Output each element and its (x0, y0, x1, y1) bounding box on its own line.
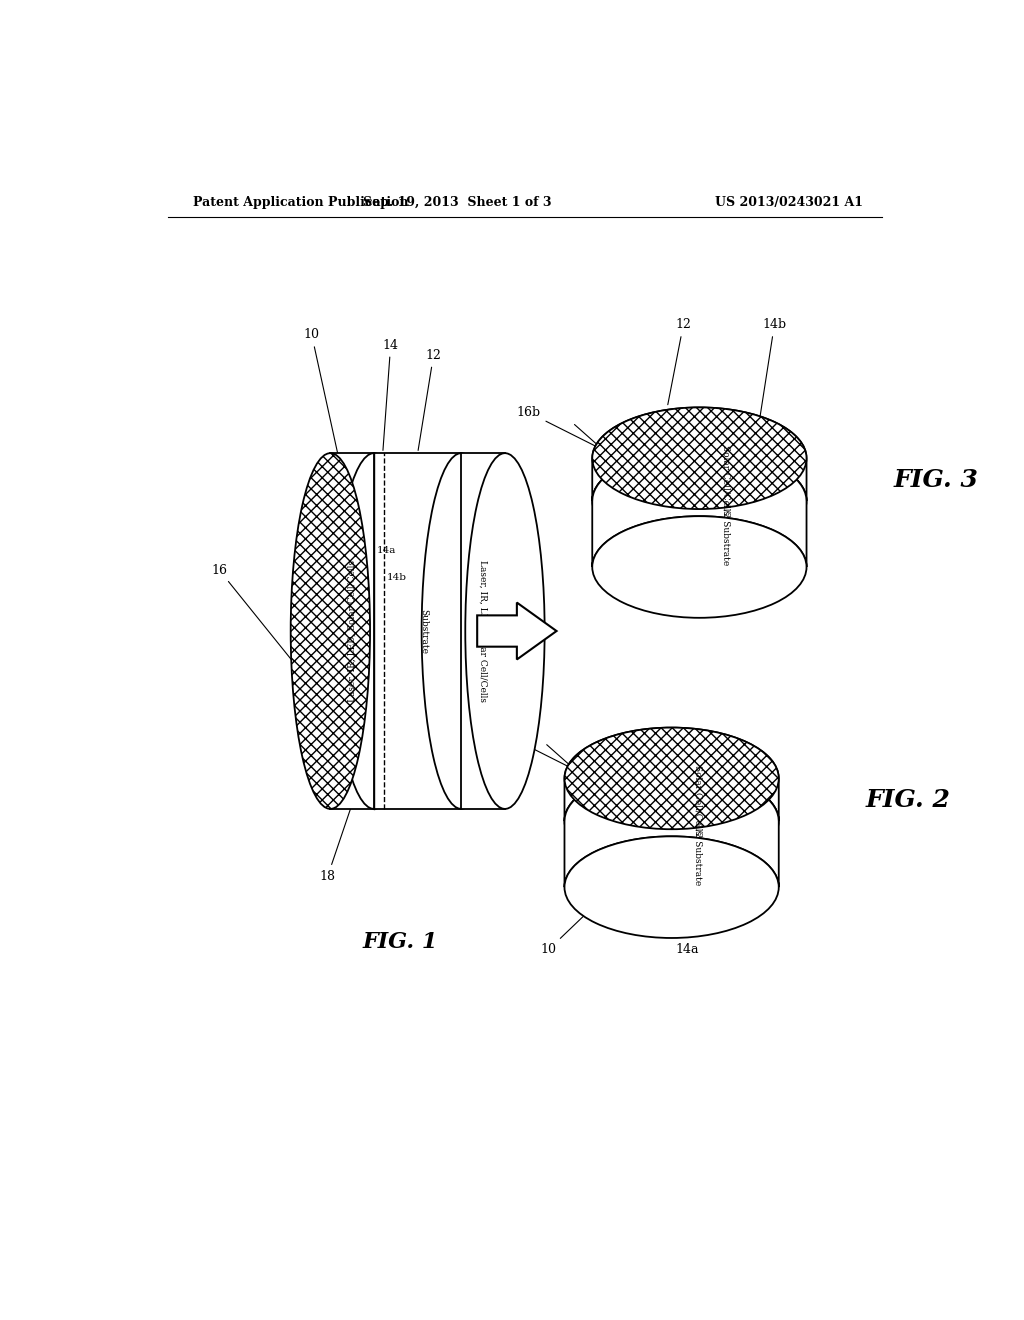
Text: 14b: 14b (759, 318, 786, 425)
Text: 1/2 Substrate: 1/2 Substrate (694, 822, 702, 886)
Polygon shape (592, 450, 807, 568)
Ellipse shape (592, 516, 807, 618)
Ellipse shape (592, 450, 807, 552)
Text: 10: 10 (304, 329, 343, 477)
Text: 18: 18 (319, 807, 351, 883)
Text: US 2013/0243021 A1: US 2013/0243021 A1 (715, 195, 863, 209)
Ellipse shape (592, 408, 807, 510)
Text: Substrate: Substrate (420, 609, 428, 653)
Polygon shape (462, 453, 505, 809)
Text: 16: 16 (211, 564, 316, 692)
Ellipse shape (334, 453, 414, 809)
Text: Solar Cell/Cells: Solar Cell/Cells (722, 445, 731, 515)
Text: FIG. 2: FIG. 2 (866, 788, 951, 812)
Text: 1/2 Substrate: 1/2 Substrate (722, 503, 731, 565)
Text: 10: 10 (541, 884, 616, 956)
Ellipse shape (564, 771, 779, 873)
Text: 14a: 14a (377, 546, 396, 556)
Ellipse shape (564, 727, 779, 829)
Text: FIG. 3: FIG. 3 (894, 467, 979, 491)
Polygon shape (374, 453, 462, 809)
Ellipse shape (564, 837, 779, 939)
Polygon shape (477, 602, 557, 660)
Polygon shape (564, 727, 779, 821)
Text: 12: 12 (668, 318, 691, 405)
Text: 16a: 16a (489, 726, 599, 783)
Polygon shape (592, 408, 807, 500)
Text: 14b: 14b (387, 573, 407, 582)
Text: 14a: 14a (676, 886, 703, 956)
Polygon shape (331, 453, 374, 809)
Text: Patent Application Publication: Patent Application Publication (194, 195, 409, 209)
Ellipse shape (465, 453, 545, 809)
Text: 12: 12 (418, 348, 441, 450)
Ellipse shape (291, 453, 370, 809)
Text: Solar Cell/Cells: Solar Cell/Cells (694, 764, 702, 834)
Text: FIG. 1: FIG. 1 (362, 931, 438, 953)
Text: Laser, IR, LED, Solar Cell/Cells: Laser, IR, LED, Solar Cell/Cells (478, 560, 487, 702)
Text: 16b: 16b (516, 407, 628, 462)
Ellipse shape (422, 453, 501, 809)
Text: Sep. 19, 2013  Sheet 1 of 3: Sep. 19, 2013 Sheet 1 of 3 (364, 195, 552, 209)
Polygon shape (564, 771, 779, 887)
Text: 14: 14 (383, 338, 398, 450)
Text: Laser, IR, LED, Solar Cell/Cells: Laser, IR, LED, Solar Cell/Cells (348, 560, 356, 702)
